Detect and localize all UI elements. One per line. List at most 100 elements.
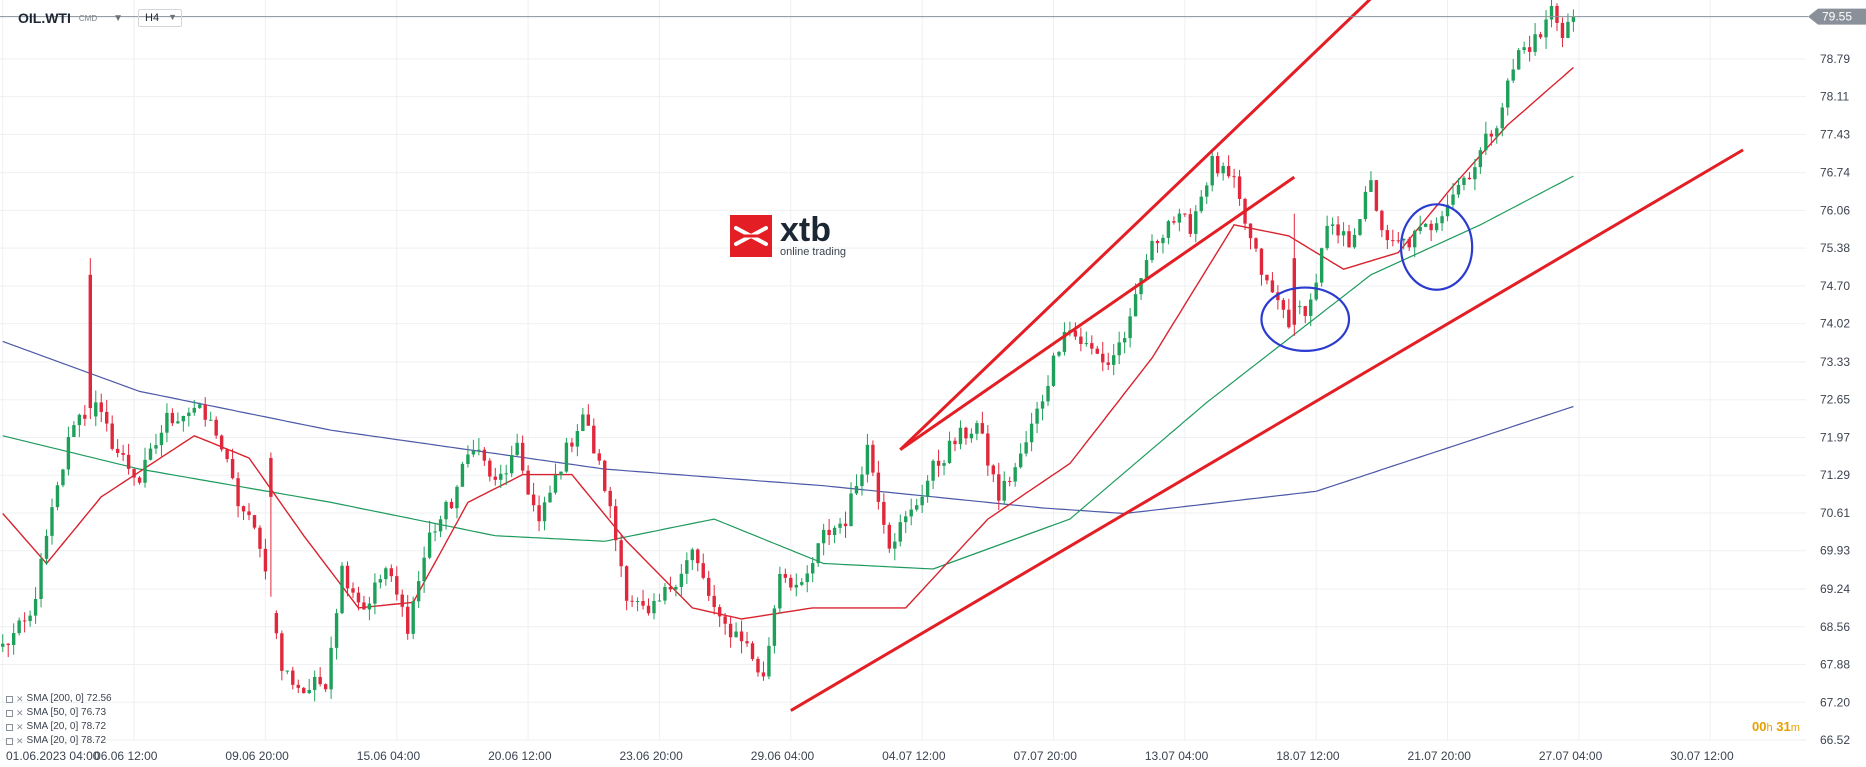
- candle-body[interactable]: [323, 684, 328, 690]
- highlight-ellipse[interactable]: [1260, 286, 1351, 352]
- candle-body[interactable]: [553, 475, 558, 493]
- candle-body[interactable]: [1073, 330, 1078, 337]
- timeframe-selector[interactable]: H4 ▼: [138, 9, 182, 27]
- candle-body[interactable]: [384, 568, 388, 580]
- highlight-ellipse[interactable]: [1399, 203, 1474, 291]
- candle-body[interactable]: [1166, 221, 1171, 238]
- candle-body[interactable]: [1451, 194, 1455, 205]
- channel-upper-line[interactable]: [899, 175, 1296, 451]
- candle-body[interactable]: [767, 645, 771, 677]
- candle-body[interactable]: [816, 543, 820, 564]
- candle-body[interactable]: [728, 623, 733, 638]
- candle-body[interactable]: [1440, 216, 1444, 224]
- candle-body[interactable]: [33, 598, 38, 616]
- candle-body[interactable]: [1287, 309, 1291, 328]
- candle-body[interactable]: [1484, 133, 1488, 151]
- candle-body[interactable]: [1084, 343, 1089, 345]
- candle-body[interactable]: [608, 490, 612, 507]
- candle-body[interactable]: [1544, 19, 1548, 38]
- candle-body[interactable]: [1002, 480, 1006, 501]
- candle-body[interactable]: [1024, 442, 1028, 454]
- candle-body[interactable]: [1527, 47, 1532, 52]
- candle-body[interactable]: [1254, 238, 1258, 249]
- candle-body[interactable]: [1330, 224, 1335, 226]
- candle-body[interactable]: [904, 516, 908, 523]
- candle-body[interactable]: [438, 519, 443, 532]
- candle-body[interactable]: [1199, 196, 1203, 212]
- candle-body[interactable]: [1139, 278, 1143, 295]
- candle-body[interactable]: [318, 676, 322, 685]
- candle-body[interactable]: [613, 506, 618, 541]
- candle-body[interactable]: [789, 577, 793, 588]
- candle-body[interactable]: [548, 492, 552, 503]
- candle-body[interactable]: [219, 435, 224, 450]
- candle-body[interactable]: [603, 460, 607, 491]
- candle-body[interactable]: [427, 532, 432, 558]
- candle-body[interactable]: [137, 477, 142, 483]
- candle-body[interactable]: [1090, 343, 1094, 349]
- candle-body[interactable]: [165, 412, 169, 433]
- candle-body[interactable]: [1265, 274, 1269, 281]
- candle-body[interactable]: [1522, 47, 1526, 51]
- candle-body[interactable]: [1402, 238, 1406, 241]
- candle-body[interactable]: [914, 505, 919, 510]
- candle-body[interactable]: [597, 453, 601, 461]
- candle-body[interactable]: [351, 588, 355, 593]
- candle-body[interactable]: [1314, 282, 1318, 300]
- candle-body[interactable]: [1215, 156, 1220, 174]
- candle-body[interactable]: [712, 595, 716, 608]
- candle-body[interactable]: [1538, 34, 1543, 38]
- candle-body[interactable]: [1336, 224, 1340, 236]
- candle-body[interactable]: [1117, 342, 1121, 356]
- legend-item[interactable]: ✕ SMA [50, 0] 76.73: [6, 706, 112, 720]
- candle-body[interactable]: [1101, 353, 1105, 363]
- candle-body[interactable]: [1057, 351, 1061, 356]
- legend-item[interactable]: ✕ SMA [20, 0] 78.72: [6, 734, 112, 748]
- candle-body[interactable]: [515, 442, 519, 456]
- candle-body[interactable]: [296, 684, 300, 688]
- candle-body[interactable]: [1008, 480, 1012, 482]
- candle-body[interactable]: [1445, 204, 1450, 217]
- chevron-down-icon[interactable]: ▼: [168, 12, 177, 22]
- candle-body[interactable]: [1407, 238, 1411, 248]
- candle-body[interactable]: [280, 633, 284, 671]
- candle-body[interactable]: [1128, 316, 1132, 339]
- candle-body[interactable]: [66, 437, 71, 470]
- eye-icon[interactable]: [6, 709, 13, 717]
- candle-body[interactable]: [115, 448, 120, 454]
- candle-body[interactable]: [630, 600, 634, 602]
- candle-body[interactable]: [537, 505, 541, 522]
- candle-body[interactable]: [586, 414, 591, 426]
- candle-body[interactable]: [416, 581, 421, 602]
- candle-body[interactable]: [263, 548, 268, 572]
- candle-body[interactable]: [1363, 191, 1368, 220]
- candle-body[interactable]: [307, 689, 311, 694]
- candle-body[interactable]: [1374, 180, 1379, 211]
- candle-body[interactable]: [1516, 50, 1521, 70]
- candle-body[interactable]: [444, 501, 448, 520]
- candle-body[interactable]: [373, 582, 377, 604]
- candle-body[interactable]: [209, 419, 213, 421]
- candle-body[interactable]: [1161, 237, 1165, 244]
- legend-item[interactable]: ✕ SMA [20, 0] 78.72: [6, 720, 112, 734]
- candle-body[interactable]: [805, 573, 809, 583]
- candle-body[interactable]: [570, 442, 574, 447]
- candle-body[interactable]: [291, 670, 295, 685]
- candle-body[interactable]: [77, 414, 82, 426]
- candle-body[interactable]: [876, 472, 881, 502]
- candle-body[interactable]: [1566, 21, 1570, 38]
- candle-body[interactable]: [761, 672, 766, 677]
- candle-body[interactable]: [1276, 292, 1280, 301]
- candle-body[interactable]: [800, 582, 804, 585]
- candle-body[interactable]: [1046, 385, 1050, 402]
- candle-body[interactable]: [1122, 338, 1127, 343]
- candle-body[interactable]: [936, 460, 941, 466]
- candle-body[interactable]: [302, 687, 306, 694]
- candle-body[interactable]: [980, 423, 985, 434]
- candle-body[interactable]: [1292, 258, 1296, 325]
- candle-body[interactable]: [520, 442, 525, 471]
- candle-body[interactable]: [258, 527, 262, 549]
- candle-body[interactable]: [105, 411, 109, 424]
- candle-body[interactable]: [1473, 167, 1477, 180]
